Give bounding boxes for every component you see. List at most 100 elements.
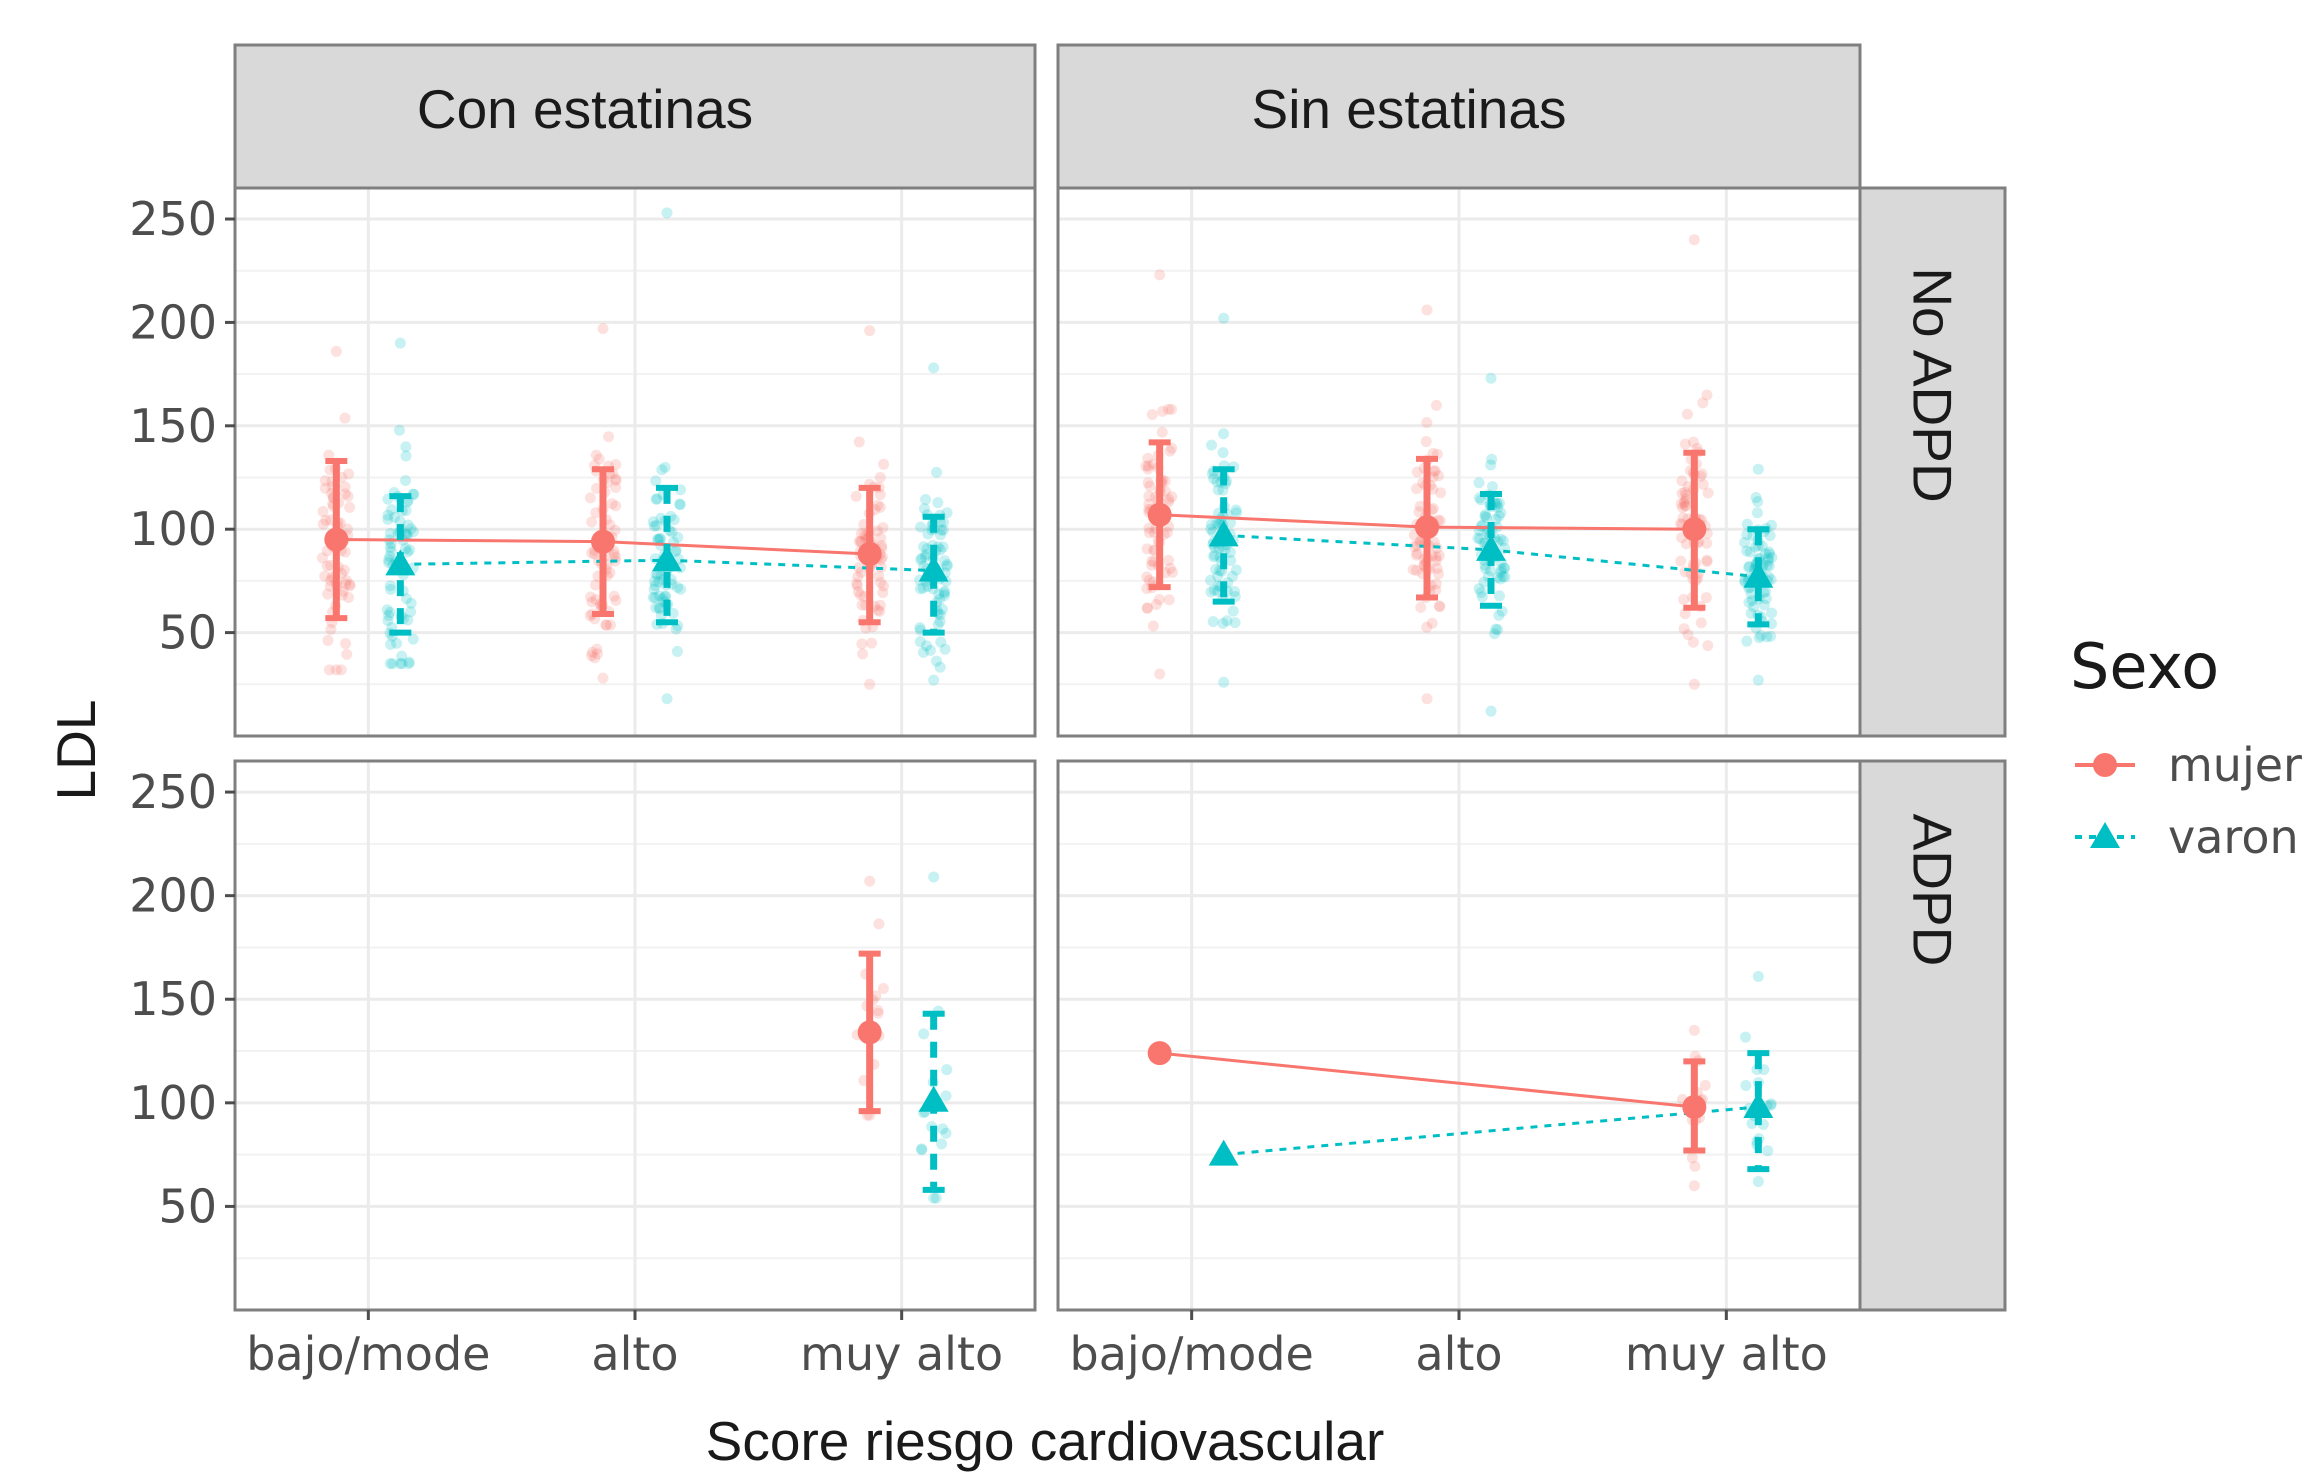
jitter-point (1762, 1145, 1774, 1157)
jitter-point (1407, 564, 1419, 576)
jitter-point (393, 424, 405, 436)
jitter-point (1680, 538, 1692, 550)
jitter-point (330, 664, 342, 676)
jitter-point (385, 638, 397, 650)
jitter-point (340, 578, 352, 590)
jitter-point (1485, 459, 1497, 471)
jitter-point (1227, 605, 1239, 617)
mean-marker (591, 529, 615, 554)
jitter-point (1433, 470, 1445, 482)
jitter-point (939, 585, 951, 597)
mean-marker (385, 549, 416, 576)
jitter-point (936, 603, 948, 615)
jitter-point (1743, 560, 1755, 572)
jitter-point (934, 529, 946, 541)
jitter-point (1143, 490, 1155, 502)
jitter-point (1688, 678, 1700, 690)
y-tick-label: 150 (129, 399, 217, 453)
mean-marker (1415, 515, 1439, 540)
jitter-point (1166, 403, 1178, 415)
y-tick-label: 250 (129, 765, 217, 819)
jitter-point (649, 575, 661, 587)
legend-label: mujer (2168, 738, 2302, 792)
jitter-point (610, 500, 622, 512)
jitter-point (914, 583, 926, 595)
jitter-point (394, 337, 406, 349)
jitter-point (1204, 574, 1216, 586)
jitter-point (1408, 541, 1420, 553)
mean-marker (1208, 520, 1239, 547)
jitter-point (932, 619, 944, 631)
mean-marker (1147, 1041, 1172, 1066)
jitter-point (1426, 617, 1438, 629)
jitter-point (1421, 304, 1433, 316)
jitter-point (1411, 466, 1423, 478)
jitter-point (1763, 546, 1775, 558)
jitter-point (668, 514, 680, 526)
jitter-point (384, 541, 396, 553)
jitter-point (1679, 495, 1691, 507)
jitter-point (1680, 499, 1692, 511)
jitter-point (1212, 484, 1224, 496)
column-strip-label: Sin estatinas (1252, 78, 1567, 140)
jitter-point (1474, 533, 1486, 545)
jitter-point (1410, 549, 1422, 561)
jitter-point (874, 501, 886, 513)
y-tick-label: 50 (158, 1179, 217, 1233)
jitter-point (586, 650, 598, 662)
jitter-point (1498, 562, 1510, 574)
jitter-point (1421, 621, 1433, 633)
jitter-point (914, 622, 926, 634)
jitter-point (586, 547, 598, 559)
jitter-point (1163, 594, 1175, 606)
jitter-point (1141, 571, 1153, 583)
jitter-point (1430, 584, 1442, 596)
jitter-point (917, 582, 929, 594)
jitter-point (919, 551, 931, 563)
jitter-point (1495, 507, 1507, 519)
jitter-point (1224, 517, 1236, 529)
jitter-point (1163, 493, 1175, 505)
jitter-point (1147, 620, 1159, 632)
legend-title: Sexo (2070, 630, 2219, 703)
jitter-point (396, 658, 408, 670)
jitter-point (917, 646, 929, 658)
jitter-point (1411, 483, 1423, 495)
jitter-point (933, 588, 945, 600)
jitter-point (855, 528, 867, 540)
jitter-point (1740, 1079, 1752, 1091)
jitter-point (320, 514, 332, 526)
jitter-point (324, 464, 336, 476)
jitter-point (1759, 548, 1771, 560)
jitter-point (404, 544, 416, 556)
jitter-point (855, 535, 867, 547)
jitter-point (1752, 970, 1764, 982)
jitter-point (1766, 552, 1778, 564)
jitter-point (1427, 503, 1439, 515)
jitter-point (651, 569, 663, 581)
jitter-point (1752, 463, 1764, 475)
jitter-point (1146, 559, 1158, 571)
jitter-point (609, 524, 621, 536)
jitter-point (1678, 593, 1690, 605)
jitter-point (1166, 491, 1178, 503)
jitter-point (924, 644, 936, 656)
jitter-point (872, 499, 884, 511)
jitter-point (391, 637, 403, 649)
jitter-point (1205, 523, 1217, 535)
jitter-point (400, 542, 412, 554)
jitter-point (1675, 555, 1687, 567)
jitter-point (647, 516, 659, 528)
y-axis-title: LDL (45, 700, 107, 801)
jitter-point (1219, 544, 1231, 556)
jitter-point (1679, 486, 1691, 498)
jitter-point (1224, 546, 1236, 558)
jitter-point (1153, 593, 1165, 605)
jitter-point (1414, 500, 1426, 512)
jitter-point (384, 606, 396, 618)
jitter-point (1765, 630, 1777, 642)
jitter-point (317, 506, 329, 518)
jitter-point (1485, 705, 1497, 717)
y-tick-label: 250 (129, 192, 217, 246)
jitter-point (1207, 616, 1219, 628)
